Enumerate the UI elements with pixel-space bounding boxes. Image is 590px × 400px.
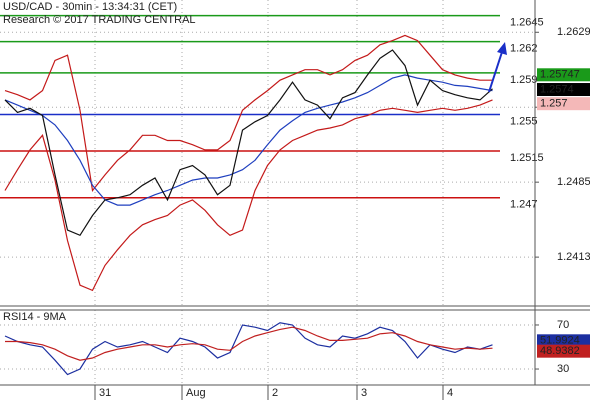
x-tick-label: 31 (99, 387, 111, 399)
level-label: 1.247 (510, 199, 538, 211)
level-label: 1.259 (510, 74, 538, 86)
y-tick-label: 70 (557, 319, 569, 331)
last-rsi-box (537, 334, 590, 348)
last-price-box (537, 68, 590, 82)
series-line (5, 326, 493, 361)
forecast-arrowhead (497, 42, 507, 55)
x-tick-label: 2 (272, 387, 278, 399)
y-tick-label: 1.2629 (557, 26, 590, 38)
last-rsi: 48.9382 (540, 345, 580, 357)
chart-title: USD/CAD - 30min - 13:34:31 (CET) (3, 1, 177, 13)
series-line (4, 99, 493, 292)
x-tick-label: 4 (447, 387, 453, 399)
forecast-arrow (488, 51, 503, 93)
series-line (4, 49, 493, 237)
last-rsi: 51.9924 (540, 335, 580, 347)
series-line (4, 34, 493, 192)
level-label: 1.262 (510, 43, 538, 55)
y-tick-label: 1.2413 (557, 251, 590, 263)
y-tick-label: 30 (557, 363, 569, 375)
x-tick-label: Aug (186, 387, 206, 399)
level-label: 1.2515 (510, 152, 544, 164)
price-label: 1.2574 (540, 83, 574, 95)
price-label-box (537, 83, 590, 97)
price-label: 1.257 (540, 98, 568, 110)
price-label-box (537, 97, 590, 111)
last-rsi-box (537, 344, 590, 358)
rsi-title: RSI14 - 9MA (3, 311, 67, 323)
level-label: 1.2645 (510, 17, 544, 29)
last-price: 1.25747 (540, 69, 580, 81)
chart-subtitle: Research © 2017 TRADING CENTRAL (3, 14, 196, 26)
y-tick-label: 1.2485 (557, 176, 590, 188)
series-line (4, 74, 493, 206)
level-label: 1.255 (510, 115, 538, 127)
x-tick-label: 3 (361, 387, 367, 399)
